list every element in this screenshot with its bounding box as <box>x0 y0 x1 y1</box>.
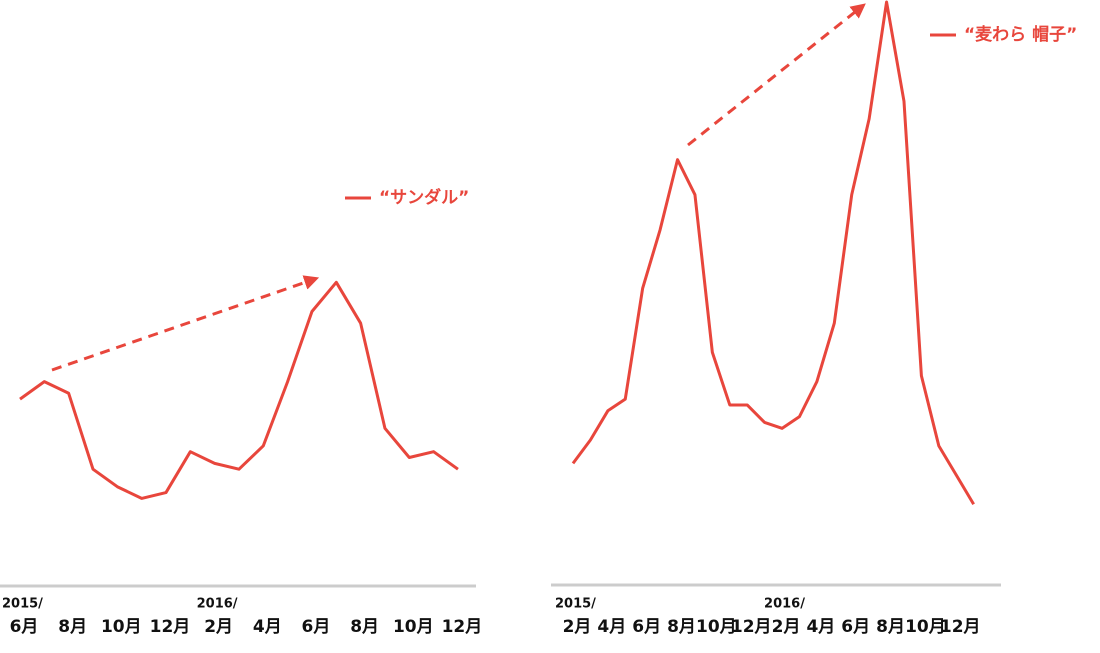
trend-arrow <box>51 275 320 372</box>
x-tick-label: 4月 <box>597 617 626 637</box>
x-tick-label: 12月 <box>731 617 772 637</box>
x-tick-label: 2月 <box>204 617 233 637</box>
x-tick-label: 8月 <box>350 617 379 637</box>
x-tick-label: 8月 <box>667 617 696 637</box>
x-tick-label: 8月 <box>876 617 905 637</box>
x-tick-label: 6月 <box>10 617 39 637</box>
x-tick-label: 2月 <box>772 617 801 637</box>
x-tick-label: 12月 <box>442 617 483 637</box>
x-tick-label: 8月 <box>58 617 87 637</box>
x-tick-label: 10月 <box>696 617 737 637</box>
x-group-label: 2016/ <box>764 597 805 612</box>
series-line <box>19 280 459 500</box>
x-tick-label: 6月 <box>841 617 870 637</box>
x-group-label: 2015/ <box>555 597 596 612</box>
x-group-label: 2016/ <box>197 597 238 612</box>
series-line <box>571 0 975 506</box>
x-tick-label: 6月 <box>632 617 661 637</box>
x-tick-label: 4月 <box>253 617 282 637</box>
x-tick-label: 10月 <box>393 617 434 637</box>
x-tick-label: 12月 <box>940 617 981 637</box>
x-tick-label: 4月 <box>806 617 835 637</box>
legend-label: “サンダル” <box>379 187 469 208</box>
x-tick-label: 10月 <box>905 617 946 637</box>
x-tick-label: 10月 <box>101 617 142 637</box>
x-tick-label: 12月 <box>150 617 191 637</box>
x-tick-label: 6月 <box>302 617 331 637</box>
x-group-label: 2015/ <box>2 597 43 612</box>
legend-label: “麦わら 帽子” <box>964 24 1077 45</box>
x-tick-label: 2月 <box>563 617 592 637</box>
trend-arrow <box>687 3 866 147</box>
